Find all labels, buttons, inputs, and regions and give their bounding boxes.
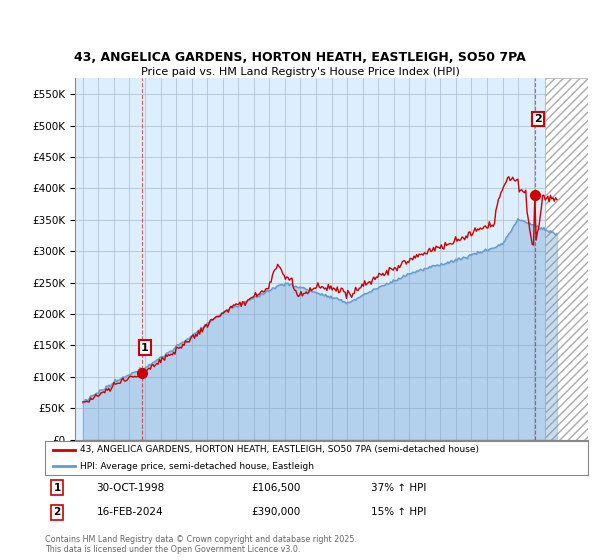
Text: 43, ANGELICA GARDENS, HORTON HEATH, EASTLEIGH, SO50 7PA: 43, ANGELICA GARDENS, HORTON HEATH, EAST… [74, 52, 526, 64]
Text: HPI: Average price, semi-detached house, Eastleigh: HPI: Average price, semi-detached house,… [80, 462, 314, 471]
Text: 16-FEB-2024: 16-FEB-2024 [97, 507, 163, 517]
Text: Contains HM Land Registry data © Crown copyright and database right 2025.
This d: Contains HM Land Registry data © Crown c… [45, 535, 357, 554]
Text: 2: 2 [534, 114, 542, 124]
Text: 43, ANGELICA GARDENS, HORTON HEATH, EASTLEIGH, SO50 7PA (semi-detached house): 43, ANGELICA GARDENS, HORTON HEATH, EAST… [80, 445, 479, 454]
Text: 2: 2 [53, 507, 61, 517]
Text: Price paid vs. HM Land Registry's House Price Index (HPI): Price paid vs. HM Land Registry's House … [140, 67, 460, 77]
Text: 37% ↑ HPI: 37% ↑ HPI [371, 483, 426, 493]
Text: 1: 1 [141, 343, 149, 353]
Text: £106,500: £106,500 [251, 483, 301, 493]
Text: £390,000: £390,000 [251, 507, 301, 517]
Text: 15% ↑ HPI: 15% ↑ HPI [371, 507, 426, 517]
Text: 30-OCT-1998: 30-OCT-1998 [97, 483, 165, 493]
Text: 1: 1 [53, 483, 61, 493]
Bar [545, 78, 588, 440]
